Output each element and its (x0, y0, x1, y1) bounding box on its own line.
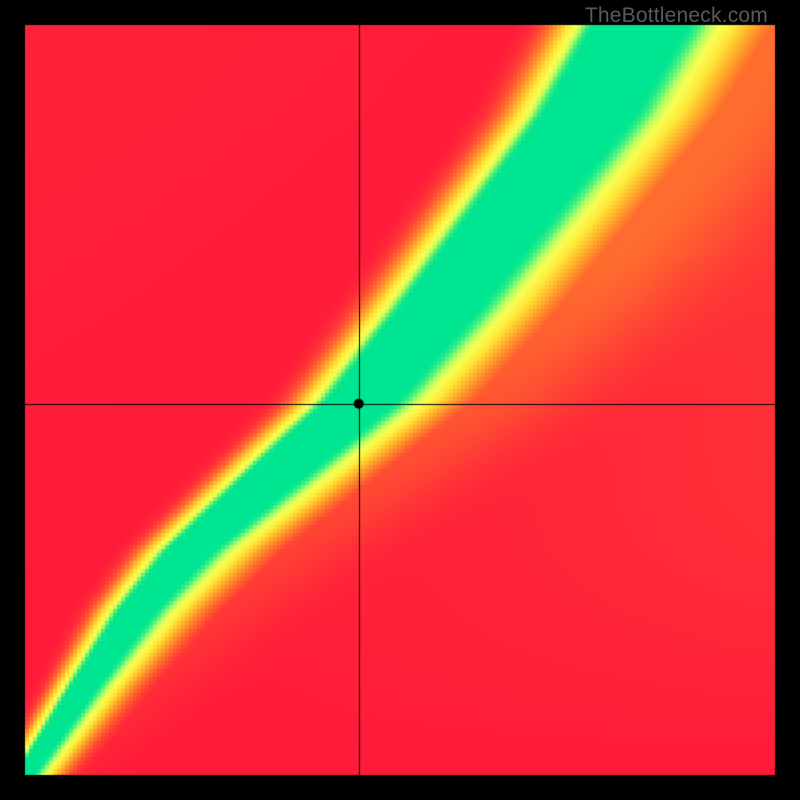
chart-container: TheBottleneck.com (0, 0, 800, 800)
heatmap-canvas (0, 0, 800, 800)
watermark-text: TheBottleneck.com (585, 4, 768, 28)
